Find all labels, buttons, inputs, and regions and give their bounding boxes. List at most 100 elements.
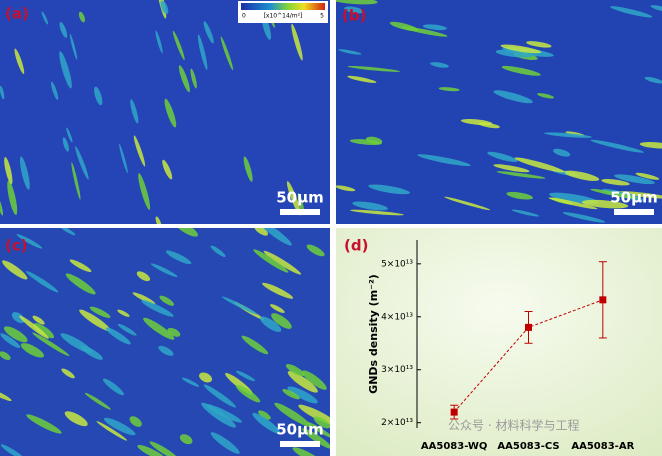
grain-streak	[291, 23, 303, 61]
y-tick-label: 2×10¹³	[381, 418, 413, 428]
grain-streak	[271, 313, 292, 329]
grain-streak	[117, 323, 137, 336]
plot: 2×10¹³ 3×10¹³ 4×10¹³ 5×10¹³ AA5083-WQ AA5083-…	[381, 259, 635, 452]
grain-streak	[590, 139, 645, 153]
grain-streak	[199, 372, 213, 383]
grain-streak	[167, 327, 181, 337]
grain-streak	[347, 75, 377, 83]
x-tick-label: AA5083-CS	[497, 441, 559, 452]
grain-streak	[430, 62, 449, 68]
grain-streak	[349, 209, 404, 216]
colorbar-min: 0	[242, 13, 246, 20]
colorbar	[241, 3, 325, 10]
grain-streak	[59, 22, 68, 38]
grain-streak	[3, 326, 28, 343]
grain-streak	[506, 191, 533, 200]
colorbar-max: 5	[320, 13, 324, 20]
grain-streak	[263, 250, 302, 275]
grain-streak	[235, 384, 261, 403]
grain-streak	[417, 154, 471, 167]
grain-streak	[0, 388, 12, 402]
grain-streak	[0, 333, 21, 349]
grain-streak	[201, 402, 236, 428]
grain-streak	[543, 132, 592, 138]
grain-streak	[286, 181, 301, 216]
streaks-c	[0, 228, 330, 456]
grain-streak	[260, 316, 282, 332]
grain-streak	[181, 377, 200, 387]
grain-streak	[102, 378, 125, 396]
grain-streak	[306, 244, 325, 257]
grain-streak	[253, 249, 289, 273]
grain-streak	[444, 196, 491, 211]
grain-streak	[287, 371, 318, 393]
y-tick-label: 5×10¹³	[381, 259, 413, 269]
grain-streak	[270, 304, 285, 313]
grain-streak	[141, 300, 174, 317]
grain-streak	[51, 81, 59, 100]
scale-bar-label: 50μm	[610, 189, 658, 207]
grain-streak	[94, 86, 103, 106]
grain-streak	[438, 87, 460, 92]
grain-streak	[511, 209, 540, 217]
streaks-a	[0, 0, 305, 224]
panel-label: (c)	[5, 237, 28, 255]
grain-streak	[16, 234, 43, 249]
grain-streak	[297, 192, 305, 214]
grain-streak	[164, 98, 177, 128]
grain-streak	[178, 65, 190, 93]
grain-streak	[58, 228, 76, 236]
chart-background	[336, 228, 662, 456]
grain-streak	[298, 404, 330, 426]
grain-streak	[32, 315, 45, 325]
grain-streak	[650, 5, 662, 12]
grain-streak	[495, 49, 533, 58]
grain-streak	[59, 51, 72, 89]
grain-streak	[422, 24, 447, 31]
grain-streak	[26, 414, 62, 434]
grain-streak	[496, 171, 546, 179]
grain-streak	[41, 11, 49, 25]
grain-streak	[155, 216, 162, 224]
grain-streak	[615, 191, 662, 199]
y-axis-label: GNDs density (m⁻²)	[367, 274, 380, 394]
grain-streak	[500, 44, 542, 54]
grain-streak	[514, 157, 565, 173]
grain-streak	[129, 416, 142, 427]
micrograph-a	[0, 0, 330, 224]
grain-streak	[159, 295, 175, 306]
data-point	[525, 323, 532, 331]
data-point	[450, 408, 458, 416]
grain-streak	[210, 432, 240, 454]
grain-streak	[190, 68, 197, 89]
grain-streak	[336, 185, 356, 192]
grain-streak	[564, 170, 600, 181]
grain-streak	[136, 271, 151, 282]
grain-streak	[252, 412, 281, 434]
panel-label: (d)	[344, 237, 368, 255]
grain-streak	[493, 164, 530, 173]
grain-streak	[64, 411, 88, 427]
panel-label: (a)	[5, 5, 29, 23]
grain-streak	[344, 6, 364, 14]
grain-streak	[11, 312, 25, 324]
grain-streak	[138, 173, 151, 210]
grain-streak	[301, 370, 327, 390]
grain-streak	[143, 317, 175, 340]
grain-streak	[105, 327, 131, 345]
scale-bar	[280, 209, 320, 215]
grain-streak	[158, 345, 174, 356]
grain-streak	[75, 146, 89, 180]
grain-streak	[306, 421, 330, 439]
grain-streak	[62, 137, 69, 152]
grain-streak	[287, 386, 318, 404]
grain-streak	[526, 41, 552, 48]
grain-streak	[241, 335, 269, 355]
watermark: 公众号 · 材料科学与工程	[448, 418, 579, 433]
grain-streak	[32, 332, 70, 357]
grain-streak	[338, 49, 362, 55]
grain-streak	[562, 212, 606, 223]
grain-streak	[581, 199, 629, 209]
grain-streak	[25, 271, 59, 293]
data-point	[599, 296, 607, 304]
